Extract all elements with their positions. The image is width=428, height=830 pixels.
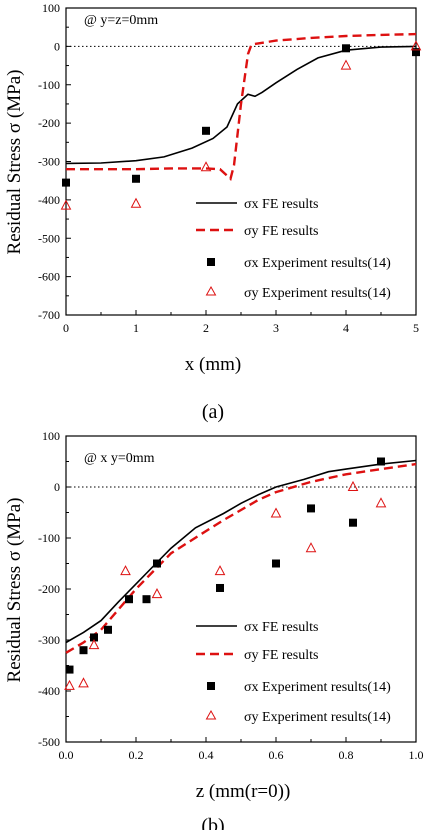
- data-point-triangle: [120, 565, 131, 576]
- x-axis-title: x (mm): [185, 354, 241, 375]
- x-tick-label: 0.0: [59, 748, 74, 762]
- data-point-triangle: [78, 677, 89, 688]
- x-axis-title: z (mm(r=0)): [196, 781, 291, 802]
- data-point-triangle: [375, 497, 387, 508]
- legend-marker-square: [207, 682, 215, 690]
- series-layer: [64, 457, 417, 690]
- x-tick-label: 0.4: [199, 748, 214, 762]
- data-point-triangle: [347, 480, 359, 491]
- y-tick-label: -500: [38, 735, 60, 749]
- y-tick-label: -100: [38, 78, 60, 92]
- legend: σx FE results σy FE results σx Experimen…: [196, 197, 391, 301]
- legend-marker-square: [207, 258, 215, 266]
- y-tick-label: -500: [38, 231, 60, 245]
- data-point-square: [104, 625, 112, 634]
- y-tick-label: 100: [42, 429, 60, 443]
- panel-caption: (b): [201, 815, 224, 830]
- series-layer: [60, 32, 422, 210]
- chart-panel-a: 0 1 2 3 4 5 100 0 -100 -200 -300 -400 -500 -600 -700 @…: [4, 1, 422, 423]
- y-tick-label: -400: [38, 684, 60, 698]
- y-tick-label: -600: [38, 270, 60, 284]
- y-tick-label: 100: [42, 1, 60, 15]
- panel-caption: (a): [202, 401, 224, 423]
- y-tick-label: 0: [54, 480, 60, 494]
- data-point-square: [307, 504, 315, 513]
- axis-ticks: 0 1 2 3 4 5 100 0 -100 -200 -300 -400 -500 -600 -700: [38, 1, 419, 335]
- data-point-square: [132, 174, 140, 183]
- panel-annotation: @ x y=0mm: [84, 451, 155, 466]
- data-point-triangle: [410, 40, 422, 51]
- data-point-triangle: [64, 679, 75, 690]
- legend-label: σx FE results: [244, 197, 318, 212]
- data-point-square: [216, 583, 224, 592]
- y-axis-title: Residual Stress σ (MPa): [4, 70, 25, 255]
- legend-marker-triangle: [205, 709, 217, 720]
- data-point-square: [90, 633, 98, 642]
- data-point-square: [153, 559, 161, 568]
- series-line-sigma-y-fe: [66, 32, 417, 182]
- legend-label: σx Experiment results(14): [244, 256, 391, 271]
- data-point-square: [65, 665, 74, 674]
- data-point-triangle: [214, 565, 226, 576]
- legend-label: σy FE results: [244, 224, 318, 239]
- data-point-triangle: [130, 197, 142, 208]
- x-tick-label: 2: [203, 321, 209, 335]
- legend-label: σy FE results: [244, 648, 318, 663]
- y-tick-label: -400: [38, 193, 60, 207]
- x-tick-label: 0.6: [269, 748, 284, 762]
- series-line-sigma-x-fe: [65, 459, 417, 644]
- data-point-square: [125, 595, 133, 604]
- data-point-square: [412, 48, 420, 57]
- y-tick-label: -200: [38, 116, 60, 130]
- plot-frame: [65, 435, 417, 743]
- data-point-square: [202, 126, 210, 135]
- y-tick-label: -300: [38, 155, 60, 169]
- legend-label: σy Experiment results(14): [244, 710, 391, 725]
- x-tick-label: 0: [63, 321, 69, 335]
- y-tick-label: 0: [54, 39, 60, 53]
- data-point-triangle: [305, 542, 317, 553]
- x-tick-label: 0.8: [339, 748, 354, 762]
- series-line-sigma-x-fe: [65, 45, 417, 165]
- legend-label: σx FE results: [244, 620, 318, 635]
- panel-annotation: @ y=z=0mm: [84, 13, 158, 28]
- data-point-square: [62, 178, 70, 187]
- plot-border: [65, 435, 417, 743]
- x-tick-label: 5: [413, 321, 419, 335]
- legend-label: σx Experiment results(14): [244, 680, 391, 695]
- legend-label: σy Experiment results(14): [244, 286, 391, 301]
- y-axis-title: Residual Stress σ (MPa): [4, 498, 25, 683]
- x-tick-label: 4: [343, 321, 349, 335]
- axis-ticks: 0.0 0.2 0.4 0.6 0.8 1.0 100 0 -100 -200 -300 -400 -5…: [38, 429, 424, 762]
- data-point-triangle: [60, 199, 72, 210]
- y-tick-label: -200: [38, 582, 60, 596]
- y-tick-label: -300: [38, 633, 60, 647]
- data-point-square: [79, 646, 88, 655]
- x-tick-label: 0.2: [129, 748, 144, 762]
- data-point-triangle: [340, 59, 352, 70]
- x-tick-label: 1.0: [409, 748, 424, 762]
- chart-panel-b: 0.0 0.2 0.4 0.6 0.8 1.0 100 0 -100 -200 -300 -400 -5…: [4, 429, 424, 830]
- series-line-sigma-y-fe: [65, 462, 417, 654]
- data-point-triangle: [151, 588, 163, 599]
- data-point-square: [377, 457, 385, 466]
- legend: σx FE results σy FE results σx Experimen…: [196, 620, 391, 725]
- data-point-triangle: [270, 507, 282, 518]
- data-point-square: [142, 595, 151, 604]
- data-point-square: [342, 44, 350, 53]
- x-tick-label: 1: [133, 321, 139, 335]
- data-point-square: [349, 518, 357, 527]
- legend-marker-triangle: [205, 285, 217, 296]
- data-point-triangle: [88, 639, 100, 650]
- data-point-triangle: [200, 161, 212, 172]
- y-tick-label: -100: [38, 531, 60, 545]
- y-tick-label: -700: [38, 308, 60, 322]
- data-point-square: [272, 559, 280, 568]
- x-tick-label: 3: [273, 321, 279, 335]
